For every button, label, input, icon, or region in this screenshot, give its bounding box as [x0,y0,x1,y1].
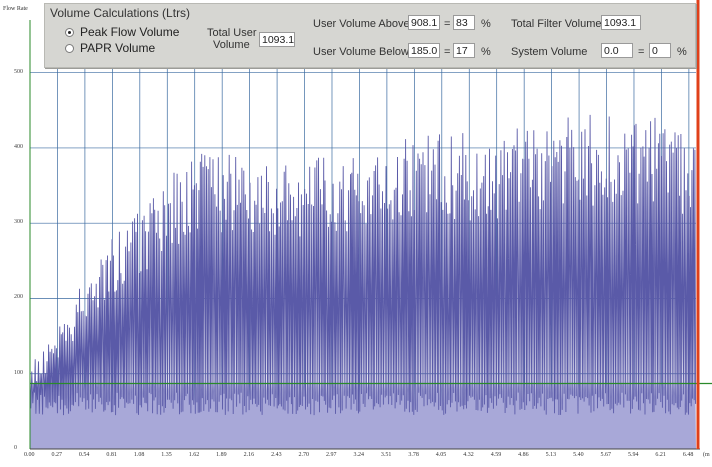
percent-sign: % [677,46,687,58]
x-tick-label: 3.24 [353,452,364,458]
flow-rate-series-line [29,114,697,416]
y-axis-label: Flow Rate [3,6,28,12]
x-tick-label: 6.21 [655,452,666,458]
x-tick-label: 4.05 [435,452,447,458]
x-tick-label: 6.48 [682,452,694,458]
y-tick-label: 400 [14,143,23,150]
x-axis-unit-label: (m [703,452,710,458]
x-tick-label: 1.08 [133,452,145,458]
x-tick-label: 1.62 [188,452,200,458]
radio-selected-icon[interactable] [65,27,74,37]
user-volume-below-percent-field[interactable]: 17 [453,43,475,58]
x-tick-label: 2.97 [325,452,337,458]
x-tick-label: 2.16 [243,452,255,458]
user-volume-below-label: User Volume Below [313,46,409,58]
y-tick-label: 200 [14,294,23,301]
y-tick-label: 300 [14,219,23,226]
user-volume-above-percent-field[interactable]: 83 [453,15,475,30]
y-tick-label: 100 [14,369,23,376]
x-tick-label: 4.59 [490,452,502,458]
total-filter-volume-field[interactable]: 1093.1 [601,15,641,30]
peak-flow-volume-label: Peak Flow Volume [80,25,180,39]
x-tick-label: 1.89 [216,452,227,458]
x-tick-label: 5.40 [573,452,584,458]
peak-flow-volume-radio[interactable]: Peak Flow Volume [65,25,179,39]
system-volume-label: System Volume [511,46,588,58]
x-tick-label: 0.27 [51,452,62,458]
user-volume-above-field[interactable]: 908.1 [408,15,440,30]
panel-title: Volume Calculations (Ltrs) [50,6,191,20]
total-filter-volume-label: Total Filter Volume [511,18,602,30]
x-tick-label: 3.51 [380,452,392,458]
total-user-volume-label-line1: Total User [207,27,257,39]
x-tick-label: 0.54 [78,452,90,458]
volume-calculations-panel: Volume Calculations (Ltrs) Peak Flow Vol… [44,3,696,68]
x-tick-label: 4.32 [463,452,474,458]
x-tick-label: 3.78 [408,452,419,458]
equals-sign: = [638,46,645,58]
percent-sign: % [481,46,491,58]
system-volume-percent-field[interactable]: 0 [649,43,671,58]
x-tick-label: 1.35 [161,452,172,458]
x-tick-label: 2.70 [298,452,310,458]
x-tick-label: 5.13 [545,452,557,458]
total-user-volume-field[interactable]: 1093.1 [259,32,295,47]
x-tick-label: 5.67 [600,452,612,458]
user-volume-below-field[interactable]: 185.0 [408,43,440,58]
system-volume-field[interactable]: 0.0 [601,43,633,58]
percent-sign: % [481,18,491,30]
x-tick-label: 0.81 [106,452,117,458]
x-tick-label: 5.94 [627,452,639,458]
papr-volume-radio[interactable]: PAPR Volume [65,41,155,55]
equals-sign: = [444,18,451,30]
x-tick-label: 2.43 [271,452,282,458]
radio-unselected-icon[interactable] [65,43,74,53]
x-tick-label: 4.86 [518,452,529,458]
papr-volume-label: PAPR Volume [80,41,156,55]
y-tick-label: 0 [14,445,17,451]
user-volume-above-label: User Volume Above [313,18,410,30]
total-user-volume-label-line2: Volume [213,39,250,51]
x-tick-label: 0.00 [24,452,35,458]
y-tick-label: 500 [14,68,23,75]
equals-sign: = [444,46,451,58]
